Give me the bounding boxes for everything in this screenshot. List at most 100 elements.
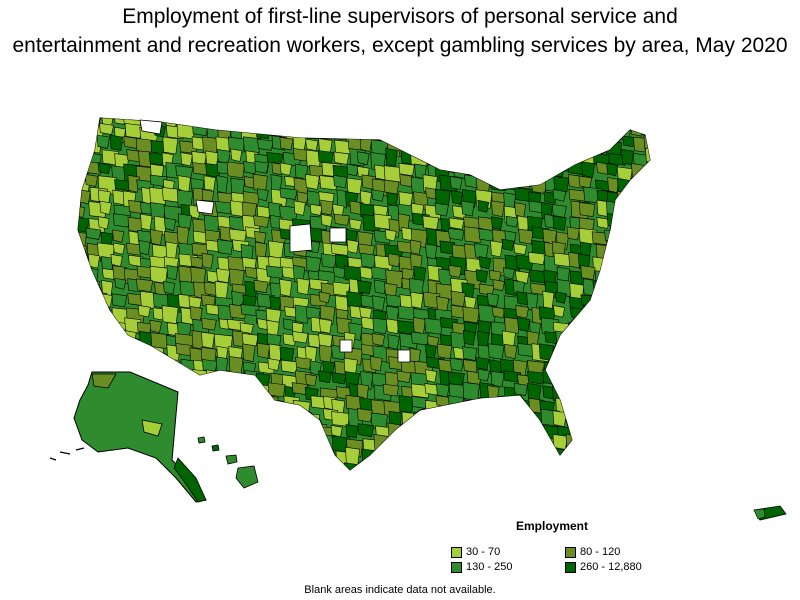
area-cell [477, 123, 496, 140]
area-cell [371, 189, 385, 202]
area-cell [271, 118, 289, 131]
area-cell [437, 152, 454, 172]
area-cell [447, 371, 465, 386]
area-cell [331, 411, 351, 427]
area-cell [646, 329, 650, 346]
area-cell [631, 214, 650, 231]
area-cell [175, 165, 194, 179]
area-cell [570, 425, 584, 442]
area-cell [503, 434, 517, 447]
area-cell [505, 460, 519, 470]
area-cell [647, 253, 650, 269]
hawaii [197, 436, 259, 489]
area-cell [371, 333, 386, 347]
area-cell [538, 343, 554, 362]
area-cell [605, 280, 621, 296]
area-cell [206, 452, 225, 468]
area-cell [582, 127, 596, 142]
area-cell [230, 387, 243, 407]
area-cell [617, 410, 631, 426]
area-cell [385, 148, 398, 168]
area-cell [137, 465, 153, 470]
area-cell [646, 439, 650, 458]
area-cell [464, 465, 484, 470]
area-cell [556, 279, 573, 297]
area-cell [227, 436, 240, 455]
area-cell [621, 118, 641, 127]
area-cell [462, 330, 476, 346]
area-cell [487, 385, 500, 401]
area-cell [461, 118, 476, 122]
area-cell [580, 317, 592, 336]
area-cell [490, 135, 505, 151]
area-cell [515, 423, 535, 440]
area-cell [409, 439, 427, 453]
area-cell [257, 138, 274, 151]
area-cell [78, 322, 87, 337]
area-cell [126, 242, 143, 256]
alaska [49, 371, 207, 503]
area-cell [201, 331, 215, 349]
area-cell [607, 177, 620, 194]
area-cell [408, 118, 422, 128]
area-cell [466, 161, 485, 176]
area-cell [99, 332, 117, 350]
area-cell [127, 174, 140, 193]
map-title: Employment of first-line supervisors of … [0, 2, 800, 60]
area-cell [478, 256, 492, 270]
aleutian-islands [49, 447, 85, 461]
area-cell [477, 330, 490, 348]
alaska-southwest-area [141, 419, 163, 437]
area-cell [596, 358, 615, 370]
area-cell [179, 383, 199, 403]
area-cell [604, 229, 624, 243]
area-cell [580, 265, 596, 281]
area-cell [410, 331, 430, 346]
area-cell [609, 293, 627, 306]
area-cell [618, 397, 635, 415]
area-cell [517, 164, 534, 184]
area-cell [578, 462, 597, 470]
area-cell [567, 322, 582, 341]
area-cell [553, 305, 566, 318]
area-cell [618, 200, 631, 218]
area-cell [190, 423, 206, 437]
area-cell [422, 448, 440, 461]
area-cell [267, 382, 286, 398]
area-cell [647, 265, 650, 279]
area-cell [114, 277, 127, 290]
area-cell [413, 265, 427, 283]
area-cell [239, 322, 254, 335]
area-cell [401, 436, 416, 453]
area-cell [556, 355, 576, 372]
area-cell [645, 217, 650, 235]
alaska-shape [73, 371, 207, 503]
map-title-line-2: entertainment and recreation workers, ex… [12, 34, 788, 57]
area-cell [397, 240, 414, 254]
area-cell [646, 161, 650, 179]
area-cell [386, 192, 399, 207]
area-cell [271, 464, 286, 470]
area-cell [440, 135, 454, 154]
legend-item-130-250: 130 - 250 [451, 561, 512, 573]
area-cell [646, 448, 650, 461]
blank-area-nebraska [329, 227, 347, 243]
legend-label: 260 - 12,880 [580, 561, 642, 573]
area-cell [256, 318, 270, 330]
area-cell [361, 461, 375, 470]
area-cell [357, 121, 377, 142]
area-cell [188, 411, 208, 425]
area-cell [386, 463, 401, 470]
area-cell [243, 383, 261, 397]
area-cell [453, 424, 469, 440]
area-cell [110, 358, 126, 372]
area-cell [635, 174, 650, 192]
area-cell [374, 125, 394, 137]
area-cell [242, 447, 261, 463]
area-cell [466, 437, 486, 458]
area-cell [258, 411, 272, 426]
area-cell [461, 410, 481, 426]
area-cell [527, 370, 546, 385]
area-cell [267, 358, 281, 371]
area-cell [279, 448, 295, 461]
